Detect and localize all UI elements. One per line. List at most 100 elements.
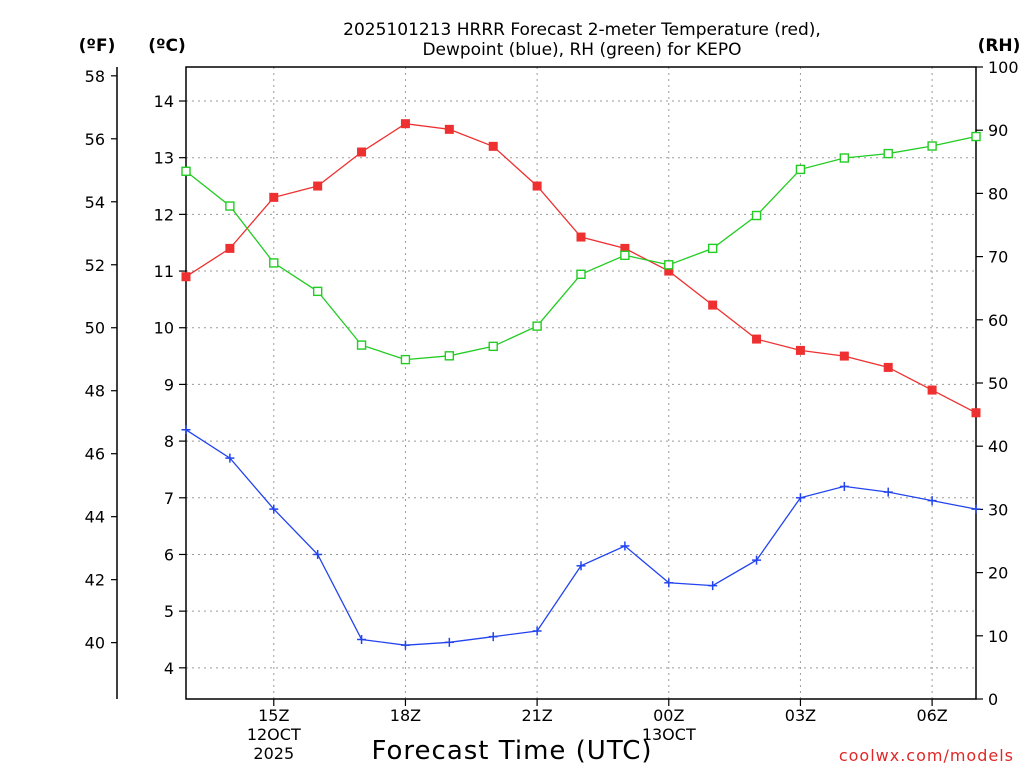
rh-point — [181, 166, 191, 176]
temperature-point — [400, 119, 410, 129]
rh-point — [444, 351, 455, 361]
dewpoint-point — [488, 632, 498, 642]
temperature-point — [883, 362, 893, 372]
tick-labels: 4567891011121314404244464850525456580102… — [85, 58, 1019, 763]
plot-frame — [185, 66, 977, 700]
celsius-tick-label: 12 — [154, 205, 174, 224]
fahrenheit-tick-label: 42 — [85, 571, 105, 590]
dewpoint-point — [883, 487, 893, 497]
dewpoint-point — [795, 493, 805, 503]
rh-tick-label: 10 — [988, 627, 1008, 646]
dewpoint-point — [927, 496, 937, 506]
rh-point — [225, 201, 235, 211]
celsius-tick-label: 13 — [154, 149, 174, 168]
dewpoint-point — [400, 640, 410, 650]
dewpoint-point — [620, 541, 630, 551]
celsius-tick-label: 6 — [164, 545, 174, 564]
fahrenheit-tick-label: 44 — [85, 508, 105, 527]
temperature-point — [444, 124, 454, 134]
x-tick-label: 12OCT — [247, 725, 301, 744]
dewpoint-point — [532, 626, 542, 636]
rh-point — [971, 131, 981, 142]
rh-point — [795, 164, 806, 175]
rh-point — [269, 258, 279, 268]
rh-tick-label: 70 — [988, 248, 1008, 267]
rh-point — [576, 269, 586, 279]
temperature-point — [927, 385, 937, 395]
rh-point — [312, 286, 323, 297]
rh-point — [707, 243, 718, 254]
temperature-point — [313, 181, 323, 191]
gridlines — [186, 67, 976, 699]
celsius-tick-label: 14 — [154, 92, 174, 111]
dewpoint-point — [576, 561, 586, 571]
credit-label: coolwx.com/models — [839, 746, 1014, 765]
dewpoint-point — [225, 453, 235, 463]
fahrenheit-tick-label: 46 — [85, 445, 105, 464]
celsius-tick-label: 8 — [164, 432, 174, 451]
dewpoint-point — [708, 581, 718, 591]
temperature-point — [532, 181, 542, 191]
axes — [111, 66, 983, 706]
rh-tick-label: 90 — [988, 121, 1008, 140]
dewpoint-point — [313, 549, 323, 559]
temperature-point — [708, 300, 718, 310]
fahrenheit-unit-label: (ºF) — [79, 36, 116, 56]
rh-tick-label: 20 — [988, 564, 1008, 583]
x-tick-label: 2025 — [253, 744, 294, 763]
fahrenheit-tick-label: 50 — [85, 319, 105, 338]
rh-tick-label: 40 — [988, 437, 1008, 456]
chart-title-line1: 2025101213 HRRR Forecast 2-meter Tempera… — [343, 20, 821, 40]
rh-tick-label: 50 — [988, 374, 1008, 393]
rh-point — [400, 354, 411, 365]
celsius-tick-label: 11 — [154, 262, 174, 281]
rh-tick-label: 80 — [988, 184, 1008, 203]
dewpoint-point — [357, 634, 367, 644]
rh-tick-label: 100 — [988, 58, 1019, 77]
fahrenheit-tick-label: 56 — [85, 130, 105, 149]
temperature-line — [185, 123, 977, 414]
rh-point — [620, 250, 630, 261]
rh-point — [751, 210, 762, 221]
temperature-point — [576, 232, 586, 242]
dewpoint-point — [752, 555, 762, 565]
dewpoint-line — [185, 429, 977, 646]
dewpoint-point — [839, 481, 849, 491]
rh-unit-label: (RH) — [978, 36, 1021, 56]
x-tick-label: 21Z — [521, 706, 552, 725]
temperature-series — [181, 119, 981, 418]
rh-point — [488, 341, 498, 352]
dewpoint-point — [181, 425, 191, 435]
rh-point — [532, 321, 542, 331]
x-tick-label: 15Z — [258, 706, 289, 725]
rh-point — [883, 148, 893, 159]
temperature-point — [269, 192, 279, 202]
fahrenheit-tick-label: 40 — [85, 634, 105, 653]
dewpoint-point — [444, 637, 454, 647]
rh-point — [839, 153, 850, 163]
celsius-unit-label: (ºC) — [148, 36, 186, 56]
dewpoint-point — [971, 504, 981, 514]
dewpoint-series — [181, 425, 981, 650]
temperature-point — [181, 272, 191, 282]
fahrenheit-tick-label: 58 — [85, 67, 105, 86]
temperature-point — [488, 141, 498, 151]
temperature-point — [839, 351, 849, 361]
celsius-tick-label: 9 — [164, 375, 174, 394]
fahrenheit-tick-label: 48 — [85, 382, 105, 401]
temperature-point — [357, 147, 367, 157]
x-axis-title: Forecast Time (UTC) — [371, 736, 652, 766]
series — [181, 119, 981, 650]
rh-tick-label: 30 — [988, 500, 1008, 519]
celsius-tick-label: 5 — [164, 602, 174, 621]
x-tick-label: 06Z — [916, 706, 947, 725]
temperature-point — [752, 334, 762, 344]
fahrenheit-tick-label: 54 — [85, 193, 105, 212]
rh-point — [356, 340, 367, 350]
x-tick-label: 03Z — [785, 706, 816, 725]
temperature-point — [795, 345, 805, 355]
x-tick-label: 13OCT — [642, 725, 696, 744]
rh-point — [927, 141, 937, 151]
